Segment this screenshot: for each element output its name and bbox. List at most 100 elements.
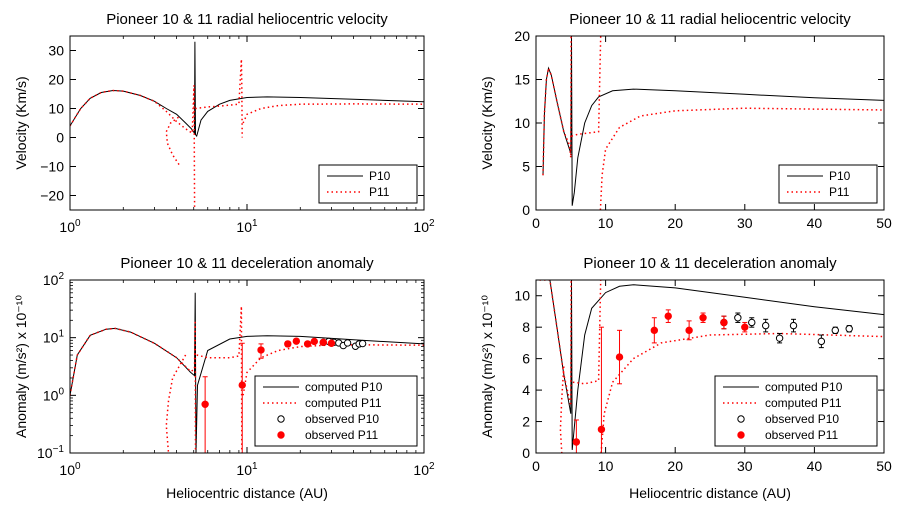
observed-p11-point — [597, 425, 606, 434]
p10-line — [542, 36, 884, 206]
y-tick-label: 0 — [56, 130, 64, 146]
x-tick-label: 40 — [807, 458, 823, 474]
observed-p11-point — [685, 326, 693, 335]
y-tick-label: 0 — [522, 445, 530, 461]
y-tick-label-exponent: −1 — [53, 444, 65, 455]
y-tick-label: 30 — [48, 43, 64, 59]
plot-area — [539, 280, 884, 453]
x-tick-label-base: 10 — [59, 219, 75, 235]
x-tick-label: 102 — [413, 218, 435, 235]
legend-marker — [277, 431, 285, 439]
x-tick-label: 0 — [532, 215, 540, 231]
p11-line — [599, 107, 884, 210]
observed-p10-point — [789, 321, 798, 330]
computed-p11-line — [572, 280, 602, 385]
axes-frame — [535, 279, 885, 454]
x-tick-label: 20 — [667, 215, 683, 231]
y-tick-label-base: 10 — [43, 387, 59, 403]
y-axis-label: Anomaly (m/s²) x 10⁻¹⁰ — [13, 295, 29, 438]
y-tick-label: 10−1 — [37, 444, 64, 461]
legend-label: observed P10 — [765, 412, 839, 426]
y-tick-label: 101 — [43, 329, 65, 346]
p11-line — [242, 103, 424, 124]
observed-p10-point — [831, 326, 839, 335]
x-tick-label: 0 — [532, 458, 540, 474]
observed-p11-point — [720, 318, 728, 327]
panel-p2: Pioneer 10 & 11 radial heliocentric velo… — [479, 11, 892, 231]
p11-line — [70, 85, 196, 210]
x-tick-label-base: 10 — [236, 219, 252, 235]
y-tick-label: 10 — [514, 115, 530, 131]
x-tick-label: 50 — [876, 215, 892, 231]
observed-p11-point — [201, 400, 209, 408]
x-tick-label-base: 10 — [413, 219, 429, 235]
p11-line — [165, 116, 181, 167]
p11-line — [571, 36, 602, 137]
y-tick-label: 8 — [522, 319, 530, 335]
y-axis-label: Velocity (Km/s) — [13, 76, 29, 169]
observed-p11-point — [257, 346, 265, 354]
observed-p11-point — [327, 339, 336, 347]
y-tick-label-exponent: 0 — [58, 386, 64, 397]
legend-marker — [737, 431, 745, 439]
observed-p11-point — [615, 353, 624, 361]
observed-p10-point — [817, 337, 826, 346]
x-tick-label: 101 — [236, 218, 258, 235]
observed-p11-point — [572, 438, 581, 446]
observed-p10-point — [761, 321, 770, 330]
computed-p11-line — [196, 306, 243, 453]
legend-box — [778, 164, 878, 204]
axes-frame — [535, 35, 885, 211]
x-tick-label: 100 — [59, 218, 81, 235]
y-tick-label: 10 — [514, 288, 530, 304]
x-tick-label: 100 — [59, 461, 81, 478]
x-tick-label-base: 10 — [413, 462, 429, 478]
x-tick-label: 10 — [598, 215, 614, 231]
y-tick-label-exponent: 2 — [58, 271, 64, 282]
legend-label: observed P10 — [305, 412, 379, 426]
x-tick-label: 50 — [876, 458, 892, 474]
y-tick-label: 10 — [48, 101, 64, 117]
panel-p1: Pioneer 10 & 11 radial heliocentric velo… — [13, 11, 435, 235]
legend-label: computed P11 — [765, 396, 842, 410]
y-tick-label: 0 — [522, 202, 530, 218]
computed-p10-line — [70, 292, 424, 453]
legend: computed P10 computed P11 observed P10 obse… — [714, 375, 878, 447]
x-tick-label: 10 — [598, 458, 614, 474]
panel-p4: Pioneer 10 & 11 deceleration anomaly Anom… — [479, 255, 892, 501]
observed-p11-point — [319, 338, 328, 347]
observed-p10-point — [845, 325, 853, 333]
observed-p11-point — [664, 312, 672, 320]
chart-title: Pioneer 10 & 11 deceleration anomaly — [120, 255, 374, 272]
x-tick-label: 30 — [737, 215, 753, 231]
legend-label: computed P11 — [305, 396, 382, 410]
observed-p11-point — [284, 340, 292, 348]
observed-p11-point — [292, 337, 301, 345]
legend: computed P10 computed P11 observed P10 obse… — [254, 375, 418, 447]
legend-label: P10 — [829, 169, 851, 183]
computed-p11-line — [165, 354, 187, 453]
observed-p11-point — [303, 340, 312, 348]
x-axis-label: Heliocentric distance (AU) — [629, 485, 791, 501]
x-tick-label-exponent: 1 — [252, 461, 258, 472]
observed-p11-point — [238, 381, 246, 389]
x-tick-label-exponent: 1 — [252, 218, 258, 229]
observed-p10-point — [775, 334, 784, 342]
observed-p11-point — [699, 314, 707, 322]
observed-p10-point — [343, 339, 352, 347]
legend-label: P11 — [369, 185, 390, 199]
y-tick-label: 20 — [48, 72, 64, 88]
legend-label: observed P11 — [305, 428, 378, 442]
x-axis-label: Heliocentric distance (AU) — [166, 485, 328, 501]
x-tick-label-exponent: 2 — [429, 218, 435, 229]
legend-label: P10 — [369, 169, 391, 183]
plot-area — [70, 41, 424, 210]
y-tick-label: 2 — [522, 414, 530, 430]
y-tick-label-exponent: 1 — [58, 329, 64, 340]
y-tick-label: −10 — [40, 159, 64, 175]
chart-title: Pioneer 10 & 11 radial heliocentric velo… — [569, 11, 851, 28]
legend-box — [318, 164, 418, 204]
observed-p11-point — [310, 337, 318, 346]
